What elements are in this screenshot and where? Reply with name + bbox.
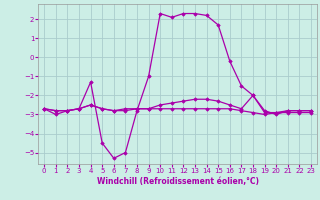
X-axis label: Windchill (Refroidissement éolien,°C): Windchill (Refroidissement éolien,°C): [97, 177, 259, 186]
